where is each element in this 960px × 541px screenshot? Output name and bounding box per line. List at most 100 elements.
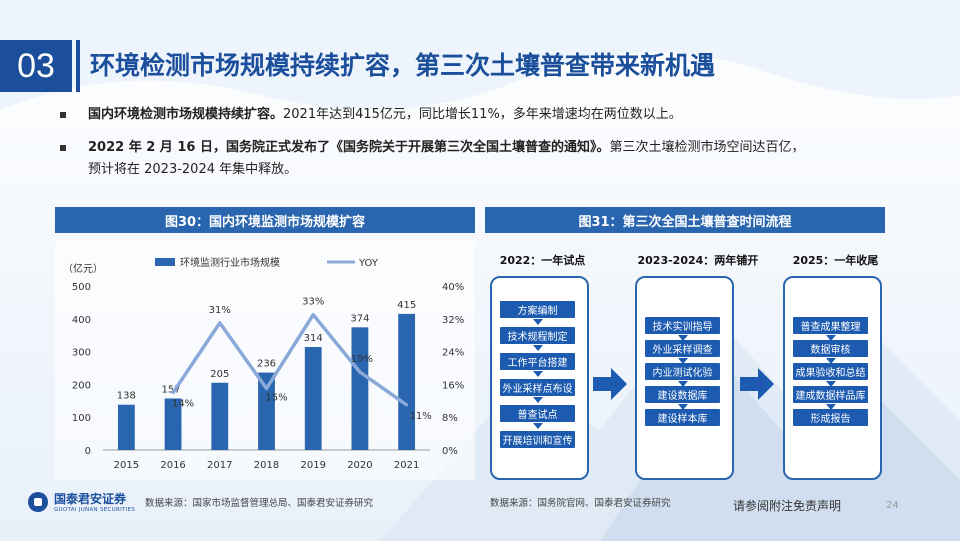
y2-tick-label: 0% [442, 446, 458, 457]
bar-value-label: 314 [304, 333, 323, 344]
flow-column-head: 2025：一年收尾 [792, 254, 879, 267]
bar [211, 382, 229, 450]
down-arrow-icon [532, 319, 543, 325]
flow-step: 普查成果整理 [793, 317, 868, 334]
fig30-title: 图30：国内环境监测市场规模扩容 [55, 207, 475, 233]
yoy-point [311, 313, 315, 317]
disclaimer: 请参阅附注免责声明 [733, 499, 842, 513]
down-arrow-icon [532, 371, 543, 377]
bar [304, 347, 322, 450]
y-axis-unit: （亿元） [63, 262, 103, 275]
bar-value-label: 157 [162, 385, 181, 396]
logo-icon [28, 491, 48, 512]
market-size-chart: （亿元） 环境监测行业市场规模 YOY 0 100 200 300 400 500 0% 8%… [55, 240, 475, 480]
bar [117, 404, 135, 450]
yoy-value-label: 31% [209, 305, 231, 316]
y-tick-label: 300 [72, 348, 91, 359]
yoy-value-label: 33% [302, 297, 324, 308]
y2-tick-label: 32% [442, 315, 464, 326]
down-arrow-icon [677, 381, 688, 387]
y2-tick-label: 40% [442, 282, 464, 293]
legend-line-label: YOY [358, 258, 379, 269]
page-title: 环境检测市场规模持续扩容，第三次土壤普查带来新机遇 [90, 51, 716, 80]
bar [398, 313, 416, 450]
yoy-line [171, 312, 408, 407]
chart-legend: 环境监测行业市场规模 YOY [155, 256, 379, 269]
fig31-source: 数据来源：国务院官网、国泰君安证券研究 [490, 498, 671, 509]
yoy-point [358, 370, 362, 374]
bar [164, 398, 182, 450]
bar-value-label: 138 [117, 391, 136, 402]
bar-value-label: 374 [350, 313, 369, 324]
fig30-source: 数据来源：国家市场监督管理总局、国泰君安证券研究 [145, 498, 374, 509]
x-tick-label: 2016 [160, 460, 185, 471]
x-tick-label: 2020 [347, 460, 372, 471]
yoy-value-label: 14% [172, 399, 194, 410]
y-tick-label: 400 [72, 315, 91, 326]
flow-step: 成果验收和总结 [793, 363, 868, 380]
page-number: 24 [886, 500, 899, 511]
flow-step: 技术实训指导 [645, 317, 720, 334]
flow-column-head: 2023-2024：两年铺开 [637, 254, 759, 267]
y2-tick-label: 8% [442, 413, 458, 424]
flow-step: 技术规程制定 [500, 327, 575, 344]
y-tick-label: 500 [72, 282, 91, 293]
y-tick-label: 100 [72, 413, 91, 424]
yoy-value-label: 15% [265, 393, 287, 404]
down-arrow-icon [677, 404, 688, 410]
company-logo: 国泰君安证券 GUOTAI JUNAN SECURITIES [28, 490, 135, 513]
survey-timeline-flow: 2022：一年试点 方案编制 技术规程制定 工作平台搭建 外业采样点布设 普查试点 开展培训… [485, 240, 885, 485]
bar-value-label: 415 [397, 300, 416, 311]
logo-en-text: GUOTAI JUNAN SECURITIES [54, 507, 136, 513]
flow-step: 方案编制 [500, 301, 575, 318]
down-arrow-icon [825, 381, 836, 387]
bullet-1-text: 2021年达到415亿元，同比增长11%，多年来增速均在两位数以上。 [283, 107, 682, 122]
bar-value-label: 205 [210, 369, 229, 380]
y2-tick-label: 24% [442, 348, 464, 359]
header-divider [76, 40, 80, 92]
section-number: 03 [0, 40, 72, 92]
down-arrow-icon [677, 358, 688, 364]
logo-cn-text: 国泰君安证券 [54, 492, 127, 506]
yoy-point [405, 403, 409, 407]
legend-bar-swatch [155, 258, 175, 266]
x-tick-label: 2017 [207, 460, 232, 471]
down-arrow-icon [825, 335, 836, 341]
yoy-point [171, 391, 175, 395]
flow-step: 普查试点 [500, 405, 575, 422]
flow-step: 形成报告 [793, 409, 868, 426]
bullet-square-icon [60, 112, 66, 118]
yoy-point [265, 387, 268, 390]
flow-step: 建设样本库 [645, 409, 720, 426]
right-arrow-icon [593, 368, 627, 400]
yoy-value-label: 19% [351, 354, 373, 365]
bullet-square-icon [60, 145, 66, 151]
y2-tick-label: 16% [442, 380, 464, 391]
bullet-1-bold: 国内环境检测市场规模持续扩容。 [88, 107, 284, 122]
y-tick-label: 200 [72, 380, 91, 391]
bar [258, 372, 275, 450]
down-arrow-icon [532, 345, 543, 351]
flow-step: 建设数据库 [645, 386, 720, 403]
flow-step: 数据审核 [793, 340, 868, 357]
x-tick-label: 2019 [300, 460, 325, 471]
flow-step: 建成数据样品库 [793, 386, 868, 403]
bullet-2-text: 第三次土壤检测市场空间达百亿， [609, 140, 805, 155]
down-arrow-icon [532, 397, 543, 403]
legend-bar-label: 环境监测行业市场规模 [180, 256, 280, 269]
x-tick-label: 2015 [114, 460, 139, 471]
right-arrow-icon [740, 368, 774, 400]
fig31-title: 图31：第三次全国土壤普查时间流程 [485, 207, 885, 233]
x-tick-label: 2021 [394, 460, 419, 471]
bar [351, 327, 369, 450]
bullet-1: 国内环境检测市场规模持续扩容。2021年达到415亿元，同比增长11%，多年来增… [60, 104, 908, 126]
bullet-2-line2: 预计将在 2023-2024 年集中释放。 [88, 162, 298, 177]
bullet-2: 2022 年 2 月 16 日，国务院正式发布了《国务院关于开展第三次全国土壤普… [60, 137, 908, 181]
bar-value-label: 236 [257, 359, 276, 370]
yoy-point [218, 321, 222, 325]
x-tick-label: 2018 [254, 460, 279, 471]
yoy-value-label: 11% [410, 411, 432, 422]
down-arrow-icon [677, 335, 688, 341]
flow-column-head: 2022：一年试点 [499, 254, 586, 267]
flow-step: 外业采样调查 [645, 340, 720, 357]
